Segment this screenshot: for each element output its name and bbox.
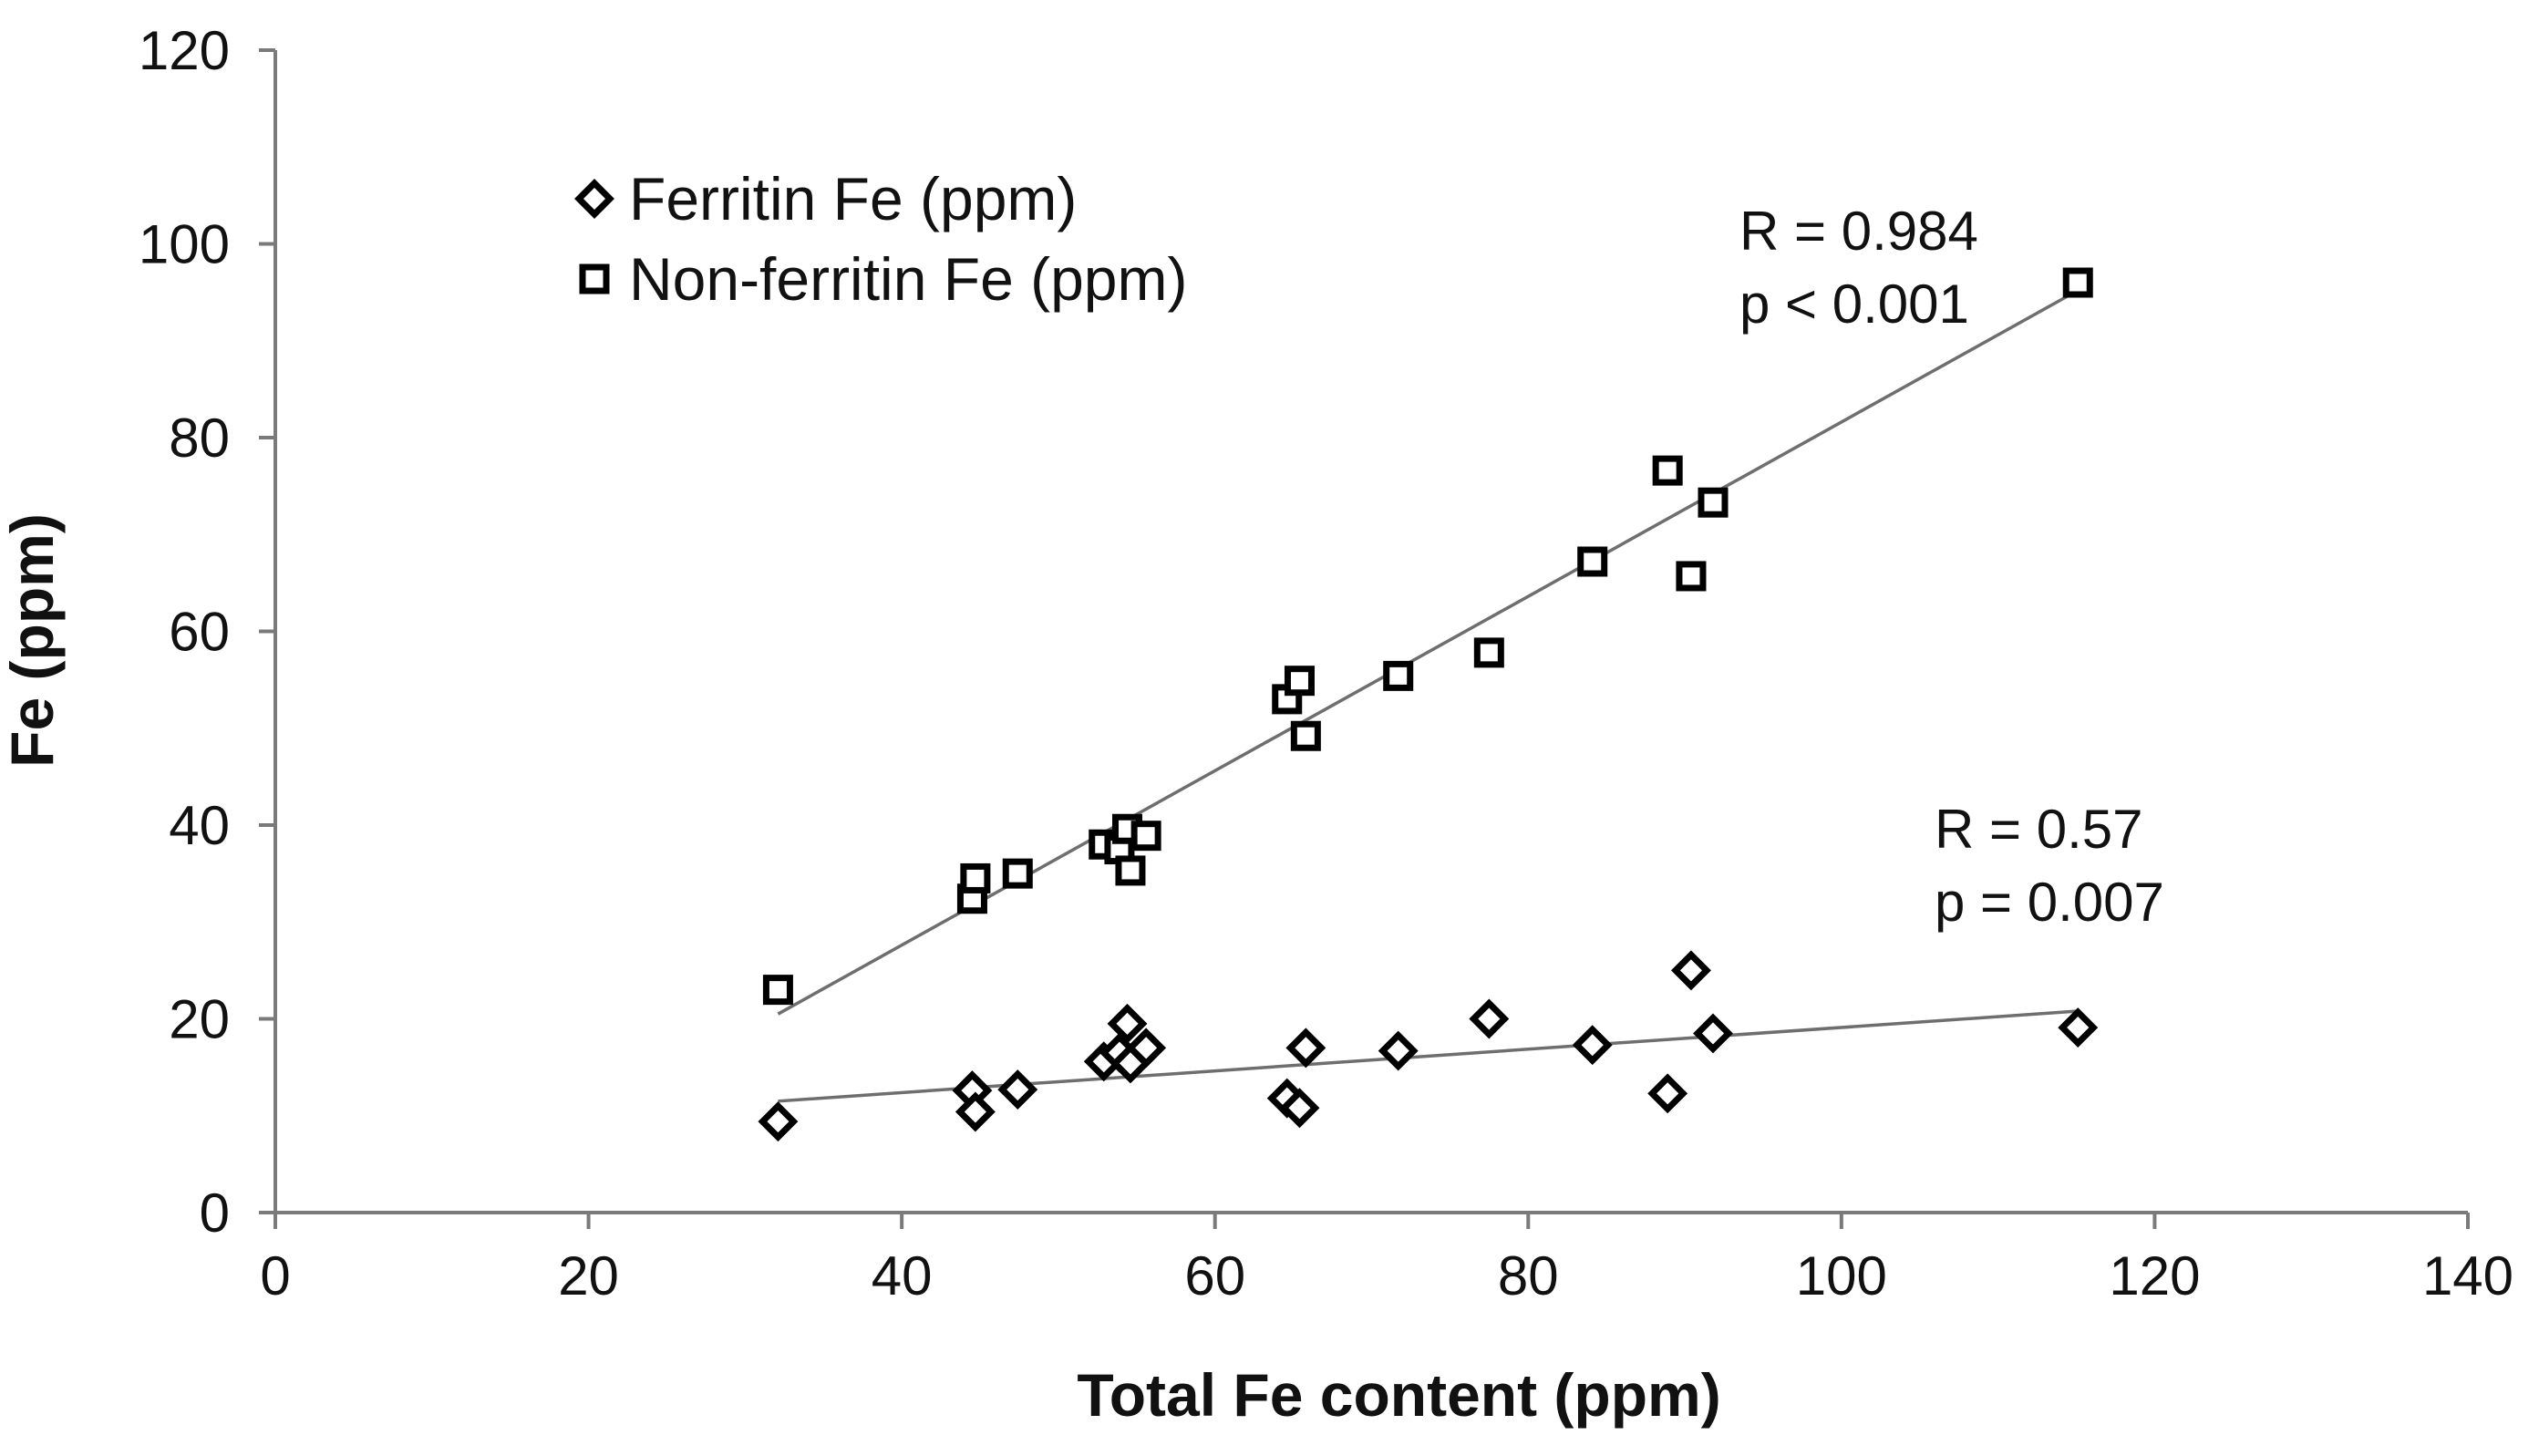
- non-ferritin-data-point: [1284, 666, 1315, 697]
- ferritin-data-point: [1572, 1025, 1613, 1066]
- legend: Ferritin Fe (ppm) Non-ferritin Fe (ppm): [574, 165, 1187, 313]
- legend-item-non-ferritin: Non-ferritin Fe (ppm): [579, 245, 1187, 313]
- ferritin-data-point: [1378, 1030, 1419, 1071]
- non-ferritin-data-point: [1115, 855, 1146, 886]
- ferritin-data-point: [955, 1091, 996, 1132]
- legend-square-shape: [579, 263, 610, 294]
- ferritin-data-point: [1647, 1073, 1688, 1114]
- non-ferritin-data-point: [1002, 858, 1033, 889]
- x-tick-label: 120: [2109, 1245, 2200, 1306]
- non-ferritin-data-point: [1652, 455, 1683, 486]
- non-ferritin-data-point: [2062, 267, 2093, 298]
- legend-item-ferritin: Ferritin Fe (ppm): [574, 165, 1077, 232]
- trendline-non-ferritin: [777, 288, 2080, 1016]
- legend-diamond-shape: [574, 179, 614, 219]
- axes: [274, 50, 2468, 1214]
- non-ferritin-data-point: [762, 975, 793, 1006]
- x-axis-title: Total Fe content (ppm): [1077, 1361, 1720, 1429]
- x-tick-label: 40: [872, 1245, 933, 1306]
- annotation-non-ferritin-p: p < 0.001: [1739, 274, 1969, 335]
- legend-label-non-ferritin: Non-ferritin Fe (ppm): [629, 245, 1187, 313]
- y-tick-label: 20: [169, 989, 230, 1050]
- y-tick-label: 60: [169, 602, 230, 663]
- ferritin-data-point: [1670, 950, 1711, 991]
- non-ferritin-data-point: [1473, 637, 1504, 668]
- x-tick-label: 100: [1796, 1245, 1887, 1306]
- x-axis-ticks: 0 20 40 60 80 100 120 140: [260, 1213, 2513, 1306]
- x-tick-label: 20: [558, 1245, 619, 1306]
- non-ferritin-data-point: [1676, 561, 1707, 592]
- data-markers: [758, 267, 2099, 1142]
- annotation-ferritin-p: p = 0.007: [1935, 872, 2164, 933]
- y-tick-label: 40: [169, 795, 230, 856]
- trendlines: [777, 288, 2080, 1103]
- legend-square-marker: [579, 263, 610, 294]
- ferritin-data-point: [1126, 1027, 1167, 1069]
- x-tick-label: 80: [1498, 1245, 1559, 1306]
- ferritin-data-point: [997, 1069, 1038, 1110]
- y-tick-label: 80: [169, 408, 230, 469]
- y-axis-ticks: 0 20 40 60 80 100 120: [139, 20, 275, 1244]
- non-ferritin-data-point: [1577, 546, 1608, 577]
- ferritin-data-point: [1285, 1027, 1326, 1069]
- non-ferritin-data-point: [956, 883, 987, 914]
- ferritin-data-point: [1693, 1013, 1733, 1054]
- legend-diamond-marker: [574, 179, 614, 219]
- ferritin-data-point: [1469, 998, 1510, 1039]
- annotation-ferritin-r: R = 0.57: [1935, 799, 2143, 860]
- ferritin-data-point: [2058, 1007, 2099, 1048]
- non-ferritin-data-point: [1130, 821, 1161, 852]
- annotation-non-ferritin-r: R = 0.984: [1739, 201, 1978, 262]
- ferritin-data-point: [1107, 1003, 1148, 1044]
- non-ferritin-data-point: [960, 862, 991, 893]
- y-tick-label: 100: [139, 214, 230, 275]
- y-tick-label: 120: [139, 20, 230, 81]
- x-tick-label: 60: [1184, 1245, 1245, 1306]
- non-ferritin-data-point: [1290, 720, 1321, 751]
- legend-label-ferritin: Ferritin Fe (ppm): [629, 165, 1077, 232]
- non-ferritin-data-point: [1698, 487, 1729, 518]
- non-ferritin-data-point: [1383, 660, 1414, 691]
- y-axis-title: Fe (ppm): [0, 513, 66, 768]
- ferritin-data-point: [758, 1101, 799, 1142]
- x-tick-label: 0: [260, 1245, 290, 1306]
- y-tick-label: 0: [200, 1182, 230, 1244]
- x-tick-label: 140: [2422, 1245, 2513, 1306]
- ferritin-data-point: [1279, 1088, 1320, 1129]
- annotations: R = 0.984 p < 0.001 R = 0.57 p = 0.007: [1739, 201, 2164, 933]
- trendline-ferritin: [778, 1009, 2079, 1103]
